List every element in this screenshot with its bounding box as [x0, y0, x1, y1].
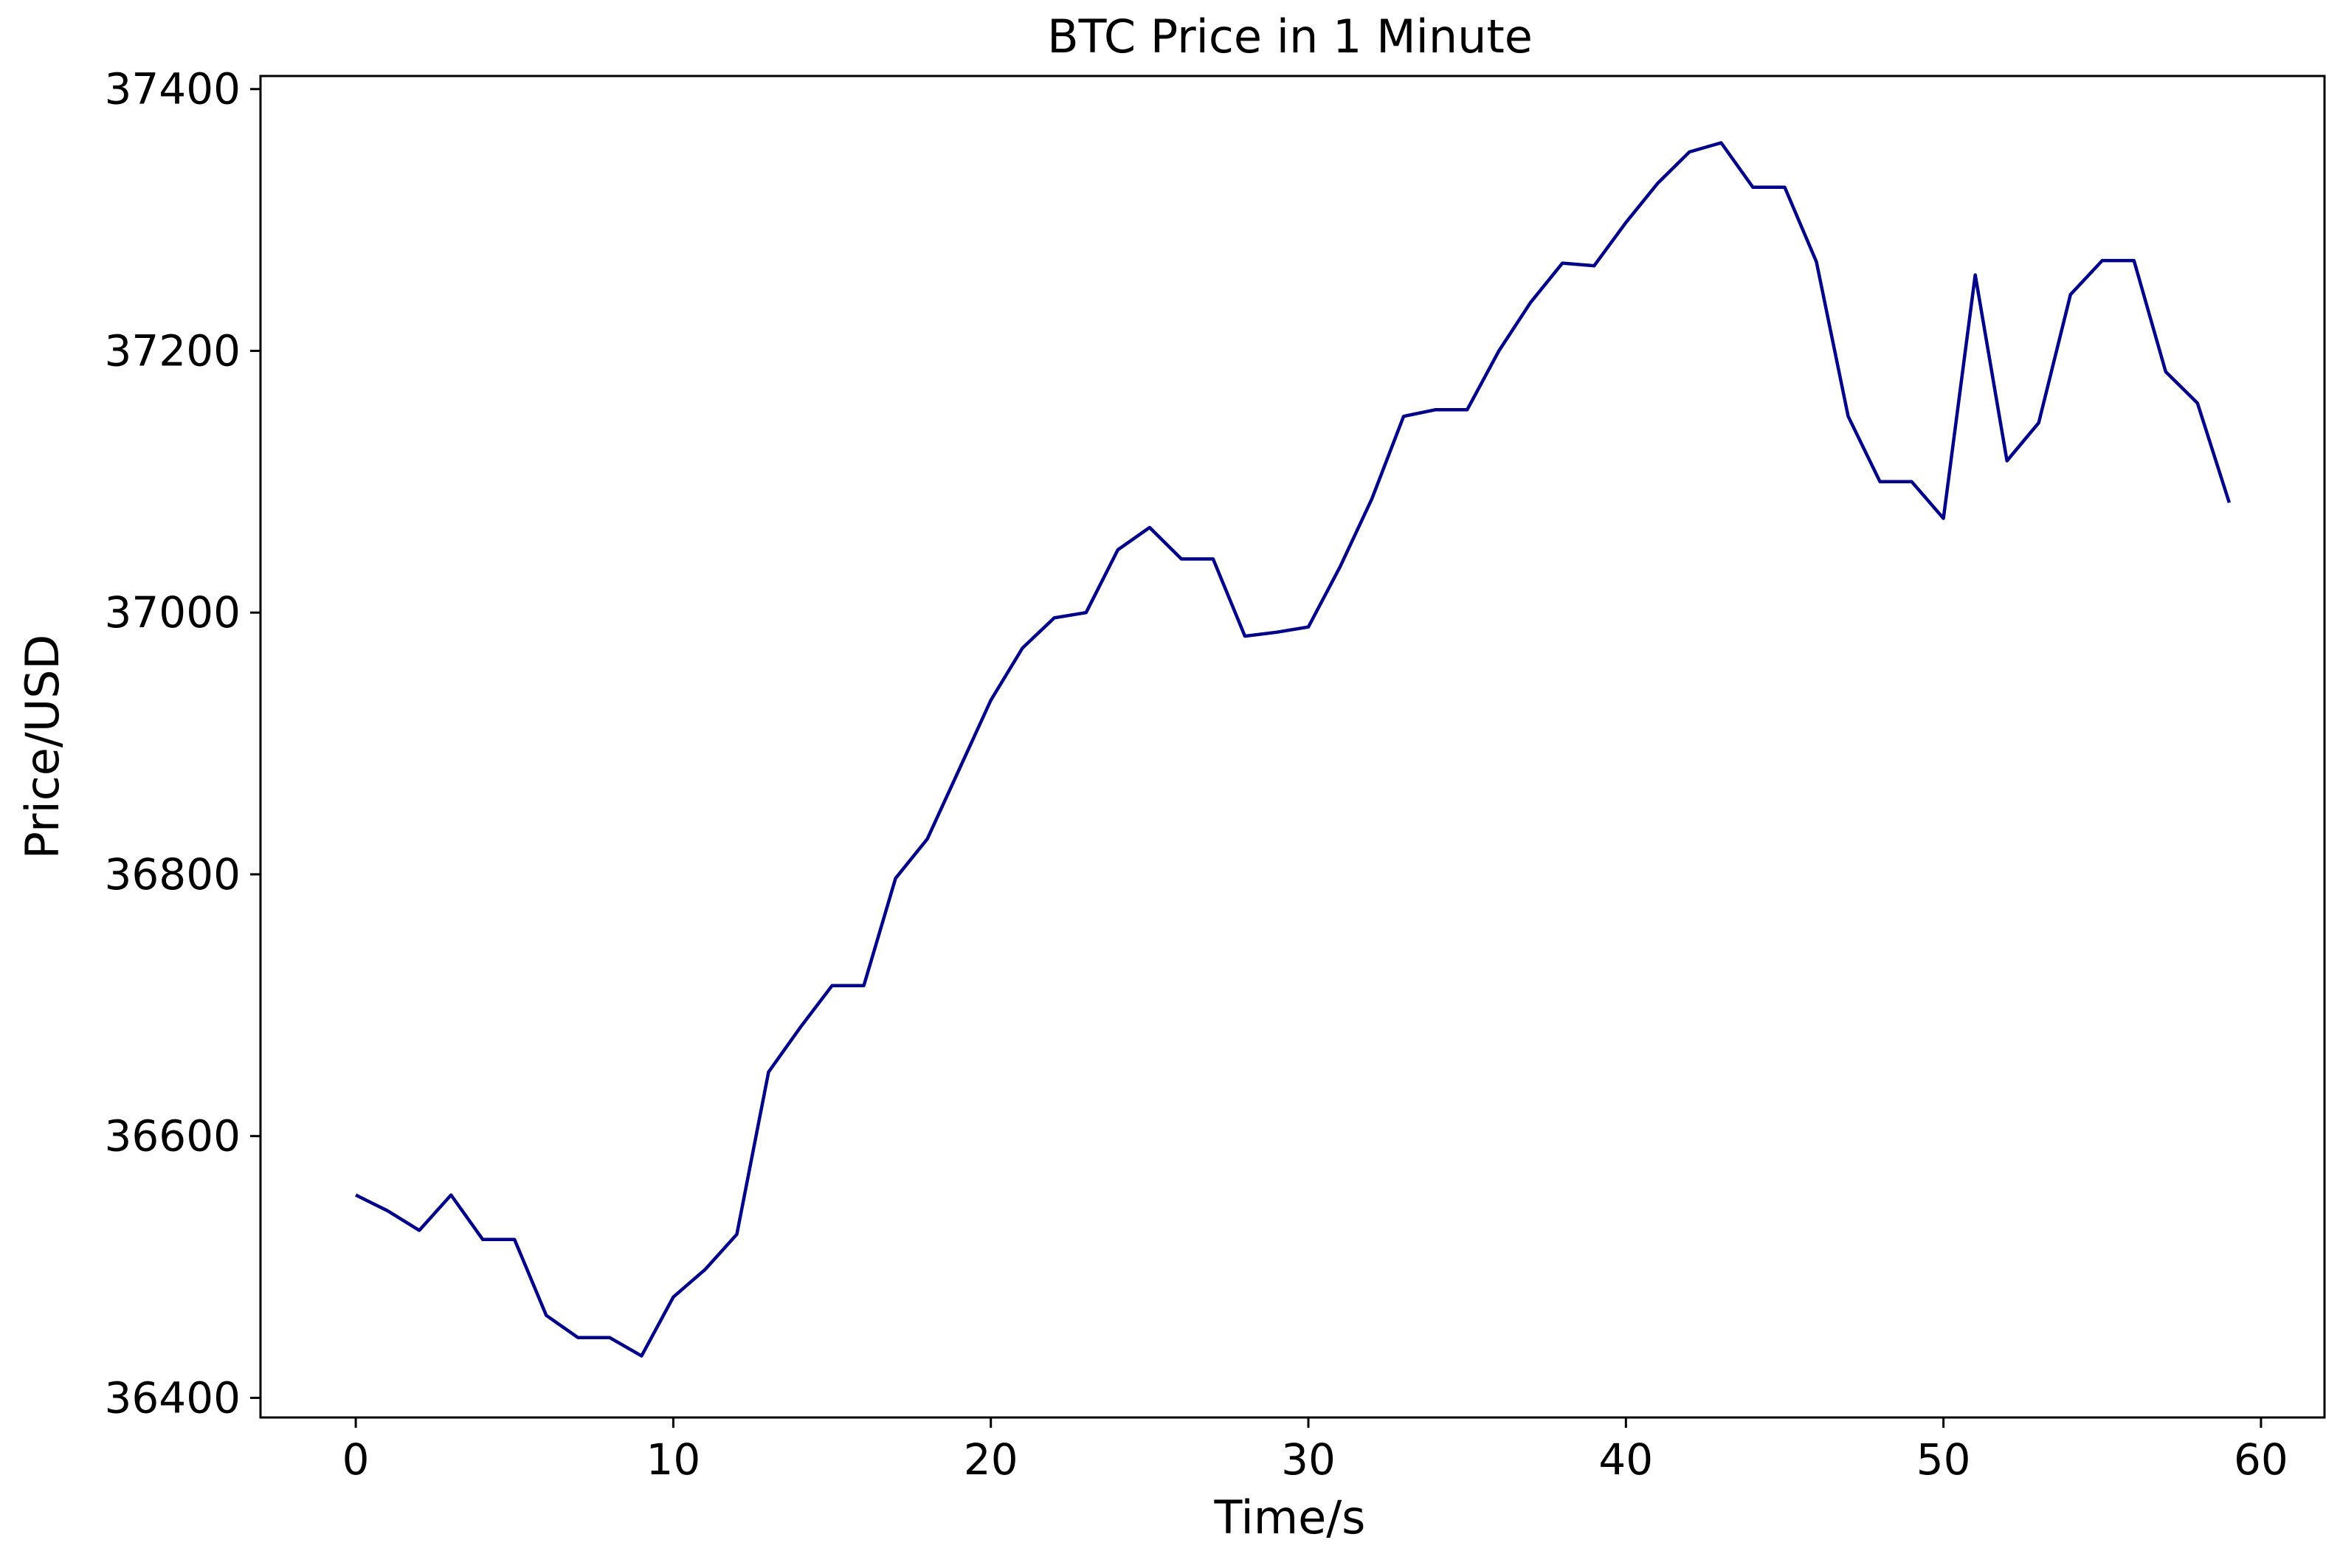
x-tick-label: 50 — [1916, 1434, 1971, 1485]
data-point — [1847, 415, 1849, 417]
data-point — [1086, 612, 1087, 613]
data-point — [2038, 422, 2040, 424]
data-point — [1339, 566, 1341, 567]
x-tick-label: 10 — [646, 1434, 700, 1485]
data-point — [704, 1268, 705, 1270]
data-point — [767, 1071, 769, 1073]
data-point — [609, 1337, 610, 1339]
data-point — [1498, 350, 1499, 351]
data-point — [1879, 481, 1880, 483]
y-tick-label: 37200 — [104, 325, 241, 376]
data-point — [1466, 409, 1468, 410]
data-point — [1308, 626, 1309, 628]
x-tick-label: 60 — [2234, 1434, 2288, 1485]
data-point — [1276, 632, 1277, 633]
x-tick-label: 30 — [1281, 1434, 1336, 1485]
y-tick-label: 37400 — [104, 64, 241, 114]
data-point — [1212, 558, 1214, 559]
data-point — [482, 1239, 483, 1240]
data-point — [1815, 261, 1817, 263]
data-point — [799, 1026, 801, 1028]
data-point — [672, 1296, 674, 1298]
data-point — [545, 1315, 547, 1316]
data-point — [514, 1239, 515, 1240]
data-point — [2165, 371, 2167, 373]
y-tick-label: 36800 — [104, 849, 241, 899]
x-tick-label: 20 — [964, 1434, 1018, 1485]
data-point — [577, 1337, 579, 1339]
data-point — [1181, 558, 1182, 559]
data-point — [450, 1194, 452, 1195]
data-point — [1244, 635, 1246, 637]
x-axis-label: Time/s — [1214, 1491, 1366, 1544]
data-point — [1975, 274, 1976, 275]
data-point — [1117, 549, 1119, 550]
series-line — [355, 141, 2232, 1358]
data-point — [355, 1194, 356, 1195]
plot-frame — [259, 75, 2326, 1419]
data-point — [2197, 402, 2198, 404]
data-point — [387, 1210, 388, 1212]
data-point — [959, 769, 960, 770]
data-point — [926, 838, 928, 840]
data-point — [863, 985, 864, 987]
data-point — [1784, 187, 1785, 188]
data-point — [1022, 647, 1024, 649]
data-point — [1752, 187, 1753, 188]
plot-area — [355, 141, 2232, 1358]
data-point — [990, 700, 992, 701]
y-tick-label: 36600 — [104, 1111, 241, 1161]
data-point — [1625, 221, 1626, 223]
y-tick-label: 36400 — [104, 1372, 241, 1423]
data-point — [1720, 142, 1722, 143]
y-axis-label: Price/USD — [15, 635, 69, 860]
x-tick-label: 0 — [342, 1434, 370, 1485]
data-point — [1371, 498, 1373, 500]
y-tick-label: 37000 — [104, 587, 241, 638]
data-point — [1149, 527, 1150, 528]
data-point — [1561, 262, 1563, 263]
data-point — [1054, 617, 1055, 618]
x-axis: 0 10 20 30 40 50 60 — [342, 1417, 2288, 1485]
y-axis: 36400 36600 36800 37000 37200 37400 — [104, 64, 260, 1423]
x-tick-label: 40 — [1598, 1434, 1653, 1485]
data-point — [2133, 260, 2135, 261]
data-point — [1942, 517, 1944, 519]
chart-title: BTC Price in 1 Minute — [1047, 10, 1533, 63]
data-point — [831, 985, 832, 987]
data-point — [1657, 182, 1658, 184]
data-point — [2006, 460, 2008, 461]
data-point — [894, 877, 896, 879]
data-point — [418, 1229, 420, 1231]
data-point — [1530, 302, 1531, 303]
data-point — [2229, 502, 2230, 503]
data-point — [1911, 481, 1912, 483]
data-point — [1593, 265, 1595, 266]
data-point — [736, 1234, 737, 1235]
data-point — [1403, 415, 1404, 417]
data-point — [2102, 260, 2103, 261]
data-point — [2070, 294, 2071, 295]
data-point — [641, 1355, 642, 1356]
data-point — [1435, 409, 1436, 410]
data-point — [1688, 151, 1690, 153]
